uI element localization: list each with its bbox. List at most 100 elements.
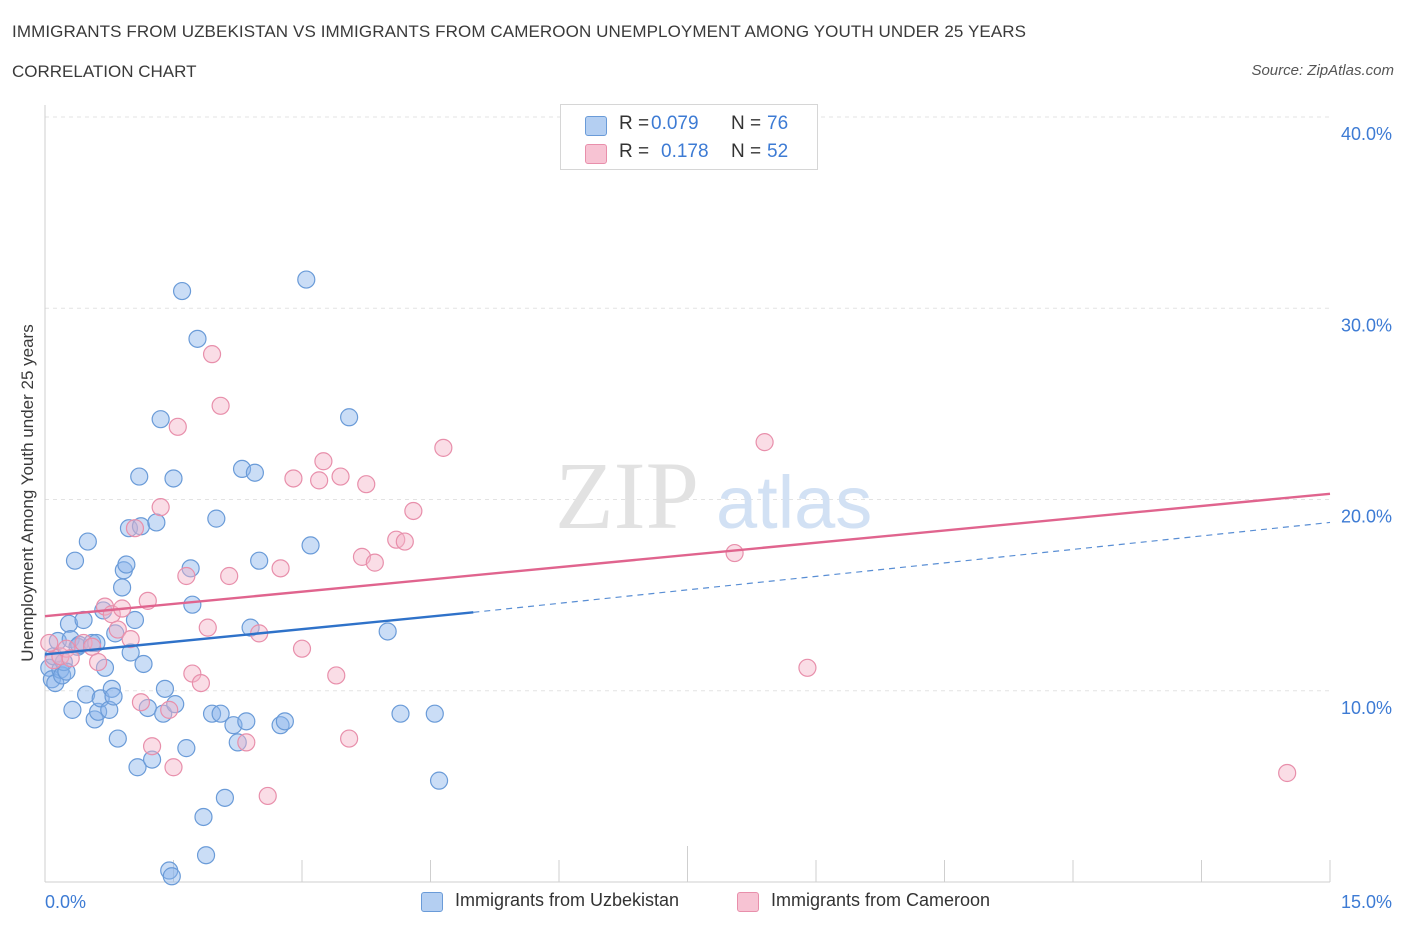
n-value: 76 xyxy=(767,113,789,134)
legend-label-uzbekistan: Immigrants from Uzbekistan xyxy=(455,890,680,910)
point-uzbekistan xyxy=(151,410,170,429)
point-uzbekistan xyxy=(301,536,320,555)
y-tick-label: 30.0% xyxy=(1341,315,1392,335)
point-uzbekistan xyxy=(172,281,192,301)
n-value: 52 xyxy=(767,141,789,162)
point-uzbekistan xyxy=(429,771,449,790)
point-cameroon xyxy=(61,649,80,668)
point-cameroon xyxy=(40,633,59,653)
point-uzbekistan xyxy=(194,807,213,827)
point-cameroon xyxy=(202,345,222,364)
n-label: N = xyxy=(731,141,762,162)
point-uzbekistan xyxy=(425,704,444,723)
legend-swatch-cameroon xyxy=(737,892,759,912)
point-cameroon xyxy=(211,396,230,415)
point-uzbekistan xyxy=(77,685,96,704)
point-uzbekistan xyxy=(297,270,316,289)
point-cameroon xyxy=(340,729,359,748)
point-cameroon xyxy=(160,700,179,719)
point-cameroon xyxy=(434,438,453,457)
point-cameroon xyxy=(395,532,414,551)
point-uzbekistan xyxy=(177,739,196,758)
point-uzbekistan xyxy=(128,758,147,777)
point-uzbekistan xyxy=(121,643,140,662)
axes xyxy=(44,105,1331,883)
point-uzbekistan xyxy=(108,729,127,748)
point-cameroon xyxy=(725,543,744,563)
point-uzbekistan xyxy=(250,551,269,570)
point-cameroon xyxy=(357,475,376,494)
point-cameroon xyxy=(89,652,108,672)
point-cameroon xyxy=(177,566,196,586)
point-cameroon xyxy=(1278,763,1297,783)
point-cameroon xyxy=(327,666,346,685)
point-uzbekistan xyxy=(134,654,153,674)
point-uzbekistan xyxy=(102,679,121,698)
point-cameroon xyxy=(314,452,333,471)
point-cameroon xyxy=(191,673,211,693)
chart-subtitle: CORRELATION CHART xyxy=(12,62,197,81)
grid-lines xyxy=(45,116,1330,692)
data-points xyxy=(40,270,1297,886)
point-cameroon xyxy=(310,471,329,490)
point-uzbekistan xyxy=(142,750,162,769)
point-uzbekistan xyxy=(196,846,216,865)
point-cameroon xyxy=(284,469,303,488)
n-label: N = xyxy=(731,113,762,134)
point-uzbekistan xyxy=(104,687,123,706)
point-uzbekistan xyxy=(275,712,294,731)
watermark: ZIP atlas xyxy=(555,442,872,549)
point-uzbekistan xyxy=(155,679,175,698)
point-cameroon xyxy=(237,733,256,752)
legend-swatch-uzbekistan xyxy=(585,116,607,136)
point-cameroon xyxy=(798,658,817,677)
point-cameroon xyxy=(404,501,423,521)
point-uzbekistan xyxy=(378,622,397,641)
point-cameroon xyxy=(271,559,290,578)
point-cameroon xyxy=(151,498,170,517)
y-tick-label: 10.0% xyxy=(1341,698,1392,718)
point-uzbekistan xyxy=(125,610,145,630)
trend-line-cameroon xyxy=(44,492,1331,618)
point-uzbekistan xyxy=(211,704,230,723)
correlation-legend: R = 0.079 N = 76 R = 0.178 N = 52 xyxy=(560,104,818,170)
r-value: 0.079 xyxy=(651,113,699,134)
point-cameroon xyxy=(83,637,102,656)
legend-swatch-uzbekistan xyxy=(421,892,443,912)
trend-lines xyxy=(44,492,1331,656)
r-label: R = xyxy=(619,141,650,162)
point-uzbekistan xyxy=(237,712,256,731)
point-cameroon xyxy=(164,758,183,777)
point-uzbekistan xyxy=(340,408,359,427)
point-uzbekistan xyxy=(112,578,132,597)
point-uzbekistan xyxy=(162,867,181,886)
point-uzbekistan xyxy=(130,467,149,486)
watermark-atlas: atlas xyxy=(716,461,872,544)
point-uzbekistan xyxy=(207,509,226,528)
x-tick-label: 15.0% xyxy=(1341,892,1392,912)
point-uzbekistan xyxy=(188,329,207,348)
r-label: R = xyxy=(619,113,650,134)
watermark-zip: ZIP xyxy=(555,442,699,549)
point-cameroon xyxy=(220,566,239,586)
point-cameroon xyxy=(125,519,145,538)
point-uzbekistan xyxy=(215,788,234,807)
chart-title: IMMIGRANTS FROM UZBEKISTAN VS IMMIGRANTS… xyxy=(12,22,1027,41)
legend-swatch-cameroon xyxy=(585,144,607,164)
tick-labels: 10.0% 20.0% 30.0% 40.0% 0.0% 15.0% xyxy=(45,124,1392,912)
point-uzbekistan xyxy=(78,532,97,551)
point-cameroon xyxy=(108,620,127,639)
point-uzbekistan xyxy=(46,673,65,693)
point-cameroon xyxy=(331,467,350,486)
point-uzbekistan xyxy=(183,595,202,614)
point-cameroon xyxy=(292,639,312,658)
point-uzbekistan xyxy=(117,555,136,574)
source-note: Source: ZipAtlas.com xyxy=(1251,62,1394,79)
point-uzbekistan xyxy=(89,702,108,721)
trend-line-uzbekistan xyxy=(44,611,474,656)
point-cameroon xyxy=(168,417,187,436)
point-cameroon xyxy=(142,737,162,756)
point-uzbekistan xyxy=(164,469,183,488)
r-value: 0.178 xyxy=(661,141,709,162)
